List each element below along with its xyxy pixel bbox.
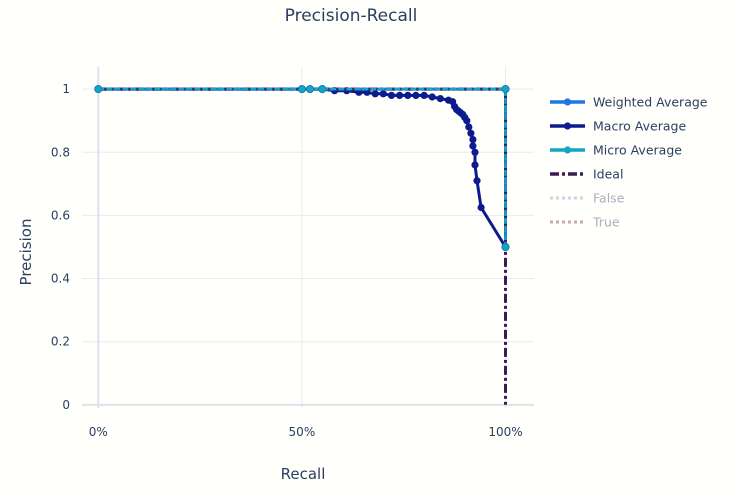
series-ideal <box>98 87 507 405</box>
legend-item-macro-average[interactable]: Macro Average <box>550 119 686 134</box>
y-tick-label: 0.8 <box>51 145 70 159</box>
legend-label: Ideal <box>593 167 623 182</box>
data-point-micro-average <box>501 242 510 251</box>
x-tick-label: 0% <box>89 425 108 439</box>
data-point-macro-average <box>436 95 444 103</box>
data-point-macro-average <box>473 177 481 185</box>
data-point-micro-average <box>94 85 103 94</box>
y-tick-label: 0.4 <box>51 272 70 286</box>
legend-marker <box>563 122 572 130</box>
data-point-macro-average <box>477 203 485 212</box>
data-point-macro-average <box>371 90 379 98</box>
data-point-macro-average <box>471 161 479 169</box>
data-point-macro-average <box>387 91 396 100</box>
data-point-micro-average <box>305 85 314 94</box>
data-point-macro-average <box>404 91 412 100</box>
data-point-macro-average <box>469 142 477 150</box>
x-axis-title: Recall <box>281 465 326 483</box>
x-tick-label: 50% <box>289 425 316 439</box>
series-micro-average <box>94 85 510 251</box>
legend-label: Macro Average <box>593 119 686 134</box>
legend-label: True <box>592 215 620 230</box>
data-point-macro-average <box>469 136 477 144</box>
data-point-macro-average <box>428 93 436 101</box>
series-line-ideal <box>98 87 507 405</box>
data-point-macro-average <box>412 91 420 100</box>
legend-item-micro-average[interactable]: Micro Average <box>550 143 682 158</box>
data-point-macro-average <box>467 129 475 137</box>
legend-item-ideal[interactable]: Ideal <box>550 167 623 182</box>
y-axis-title: Precision <box>17 219 35 286</box>
data-point-macro-average <box>379 90 387 98</box>
series-line-micro-average <box>98 87 507 247</box>
data-point-macro-average <box>420 91 428 100</box>
y-tick-label: 1 <box>62 82 70 96</box>
data-point-micro-average <box>297 85 306 94</box>
legend[interactable]: Weighted Average Macro Average Micro Avera… <box>550 95 708 230</box>
axes: 0% 50% 100% 0 0.2 0.4 0.6 0.8 1 <box>51 82 523 439</box>
legend-marker <box>563 98 572 106</box>
y-tick-label: 0 <box>62 398 70 412</box>
legend-label: Weighted Average <box>593 95 708 110</box>
legend-item-true[interactable]: True <box>550 215 620 230</box>
chart-title: Precision-Recall <box>285 6 418 26</box>
x-tick-label: 100% <box>488 425 522 439</box>
legend-marker <box>563 146 572 154</box>
y-tick-label: 0.2 <box>51 335 70 349</box>
data-point-macro-average <box>465 123 473 131</box>
legend-label: False <box>593 191 625 206</box>
legend-label: Micro Average <box>593 143 682 158</box>
series-lines <box>94 85 510 405</box>
legend-item-weighted-average[interactable]: Weighted Average <box>550 95 708 110</box>
data-point-micro-average <box>318 85 327 94</box>
data-point-macro-average <box>471 148 479 156</box>
data-point-macro-average <box>395 91 404 100</box>
data-point-macro-average <box>463 117 471 125</box>
data-point-micro-average <box>501 85 510 94</box>
legend-item-false[interactable]: False <box>550 191 625 206</box>
y-tick-label: 0.6 <box>51 208 70 222</box>
